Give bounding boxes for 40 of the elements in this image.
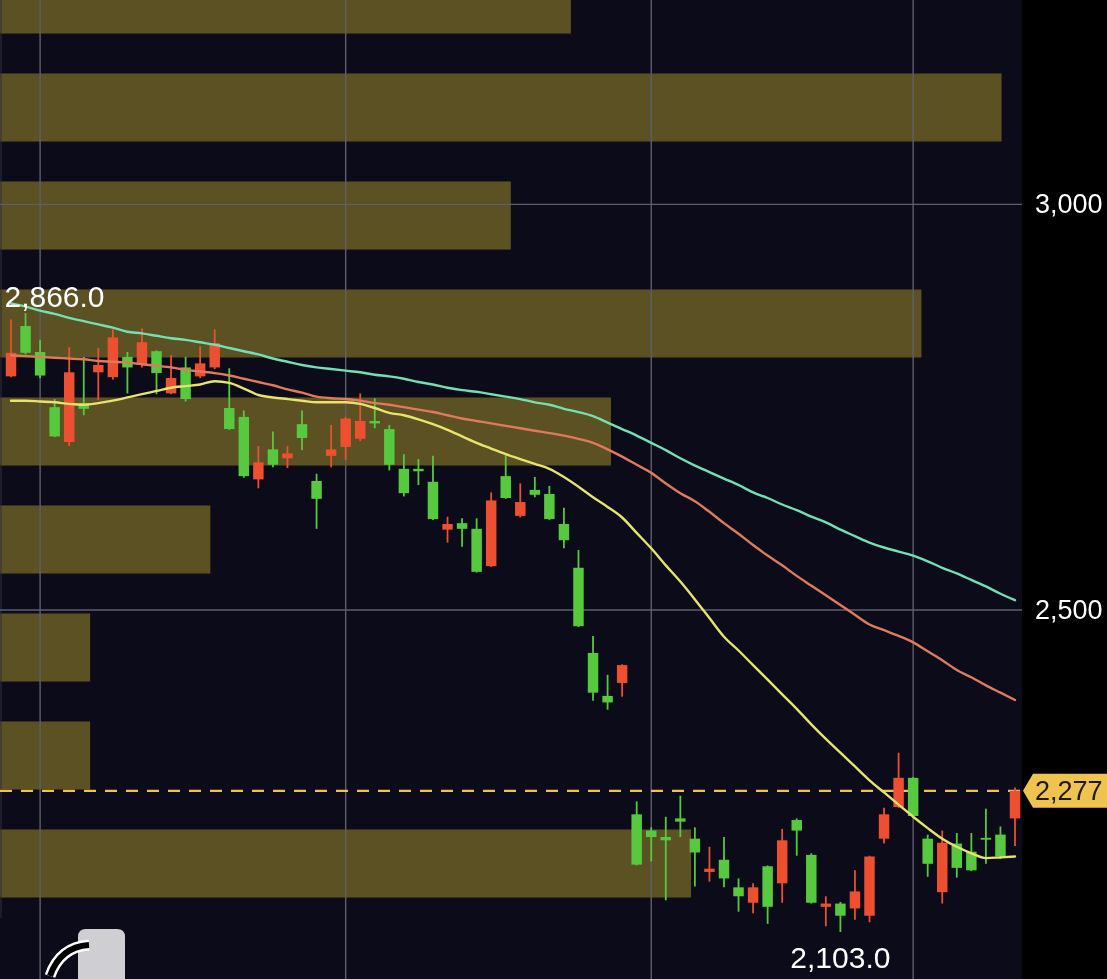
ref-line-label: 2,277 xyxy=(1035,775,1103,806)
y-tick-label: 3,000 xyxy=(1035,189,1103,220)
bar xyxy=(0,721,91,790)
candlestick xyxy=(224,367,235,431)
candlestick xyxy=(675,794,686,838)
candlestick xyxy=(980,807,992,865)
candlestick xyxy=(747,882,759,915)
candlestick xyxy=(966,832,977,873)
bar xyxy=(0,613,91,682)
candlestick xyxy=(558,506,570,550)
candlestick xyxy=(849,869,861,921)
candlestick xyxy=(296,409,308,452)
candlestick xyxy=(515,482,526,519)
candlestick xyxy=(311,472,322,530)
candlestick xyxy=(442,515,453,544)
bar xyxy=(0,505,211,574)
candlestick xyxy=(253,445,264,490)
annotation: 2,866.0 xyxy=(4,280,105,314)
bar xyxy=(0,289,922,358)
candlestick xyxy=(282,445,293,469)
candlestick xyxy=(791,817,802,857)
candlestick xyxy=(835,901,846,933)
candlestick xyxy=(267,430,279,469)
bar xyxy=(0,73,1002,142)
candlestick xyxy=(456,517,468,548)
candlestick xyxy=(500,454,511,500)
annotation: 2,103.0 xyxy=(790,940,891,974)
candlestick xyxy=(616,663,628,698)
candlestick xyxy=(325,424,337,469)
candlestick xyxy=(733,877,744,913)
candlestick xyxy=(151,349,162,396)
candlestick xyxy=(602,673,613,711)
candlestick xyxy=(718,836,730,889)
candlestick xyxy=(704,845,715,883)
candlestick xyxy=(529,476,541,499)
candlestick xyxy=(354,392,366,443)
y-tick-label: 2,500 xyxy=(1035,594,1103,625)
candlestick xyxy=(93,347,104,401)
candlestick xyxy=(689,826,701,888)
bar xyxy=(0,181,511,250)
